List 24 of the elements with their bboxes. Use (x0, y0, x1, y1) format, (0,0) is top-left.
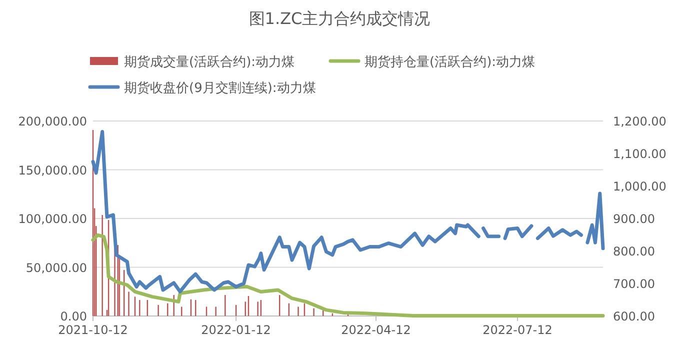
y-tick-label: 100,000.00 (18, 212, 87, 226)
x-tick-label: 2021-10-12 (58, 323, 128, 337)
y2-tick-label: 600.00 (613, 310, 655, 324)
y2-tick-label: 1,000.00 (613, 180, 666, 194)
y2-tick-label: 700.00 (613, 277, 655, 291)
y2-tick-label: 1,100.00 (613, 147, 666, 161)
x-tick-label: 2022-04-12 (341, 323, 411, 337)
y-tick-label: 0.00 (60, 310, 87, 324)
legend-label: 期货收盘价(9月交割连续):动力煤 (124, 80, 316, 96)
chart-title: 图1.ZC主力合约成交情况 (248, 9, 430, 28)
y2-tick-label: 1,200.00 (613, 114, 666, 128)
x-tick-label: 2022-07-12 (482, 323, 552, 337)
y2-tick-label: 800.00 (613, 244, 655, 258)
line-series (91, 233, 605, 318)
legend-label: 期货成交量(活跃合约):动力煤 (124, 54, 295, 70)
legend-item: 期货收盘价(9月交割连续):动力煤 (88, 81, 316, 96)
legend-label: 期货持仓量(活跃合约):动力煤 (364, 55, 536, 70)
legend-item: 期货持仓量(活跃合约):动力煤 (328, 55, 536, 70)
y-tick-label: 200,000.00 (18, 114, 87, 128)
y-tick-label: 150,000.00 (18, 163, 87, 178)
y-tick-label: 50,000.00 (26, 260, 87, 275)
x-tick-label: 2022-01-12 (201, 323, 271, 337)
legend-item: 期货成交量(活跃合约):动力煤 (90, 55, 295, 70)
y2-tick-label: 900.00 (613, 212, 655, 226)
